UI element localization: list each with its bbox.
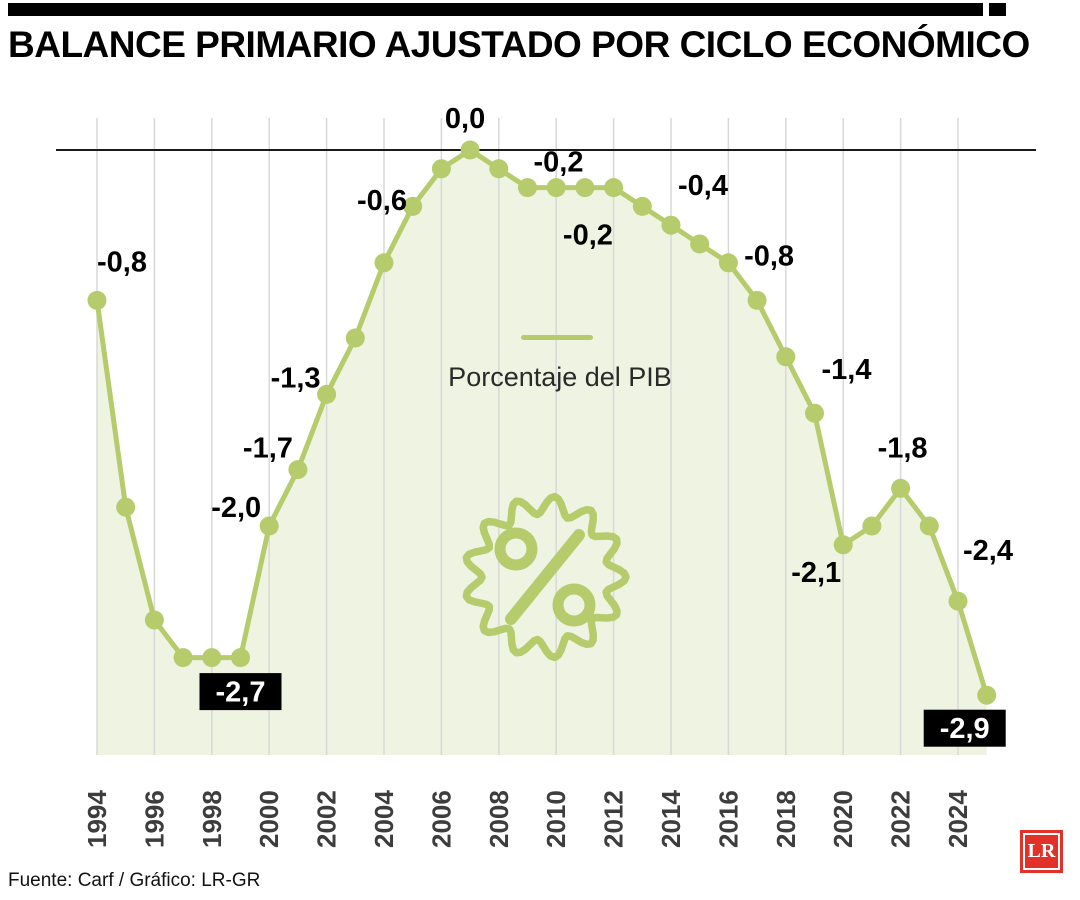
data-point (632, 196, 652, 216)
top-rule-end-square (989, 3, 1006, 16)
area-fill (97, 150, 987, 755)
data-label-boxed: -2,7 (216, 677, 266, 709)
lr-logo-text: LR (1023, 833, 1060, 870)
data-point (518, 178, 537, 198)
data-point (173, 648, 193, 668)
data-label: -0,8 (744, 240, 794, 272)
legend-line-swatch (521, 335, 593, 340)
data-point (661, 215, 681, 235)
legend-label: Porcentaje del PIB (448, 362, 672, 392)
data-label: -1,4 (822, 354, 872, 386)
percent-badge-icon (462, 492, 630, 662)
data-point (718, 253, 738, 273)
data-point (489, 159, 509, 179)
x-axis-tick-label: 2012 (599, 790, 629, 848)
x-axis-tick-label: 2022 (886, 790, 916, 848)
x-axis-tick-label: 1996 (139, 790, 169, 848)
data-point (891, 478, 911, 498)
data-point (345, 328, 365, 348)
x-axis-tick-label: 2000 (254, 790, 284, 848)
x-axis-tick-label: 2020 (828, 790, 858, 848)
data-label: -0,6 (357, 185, 407, 217)
data-point (747, 290, 767, 310)
data-point (317, 384, 337, 404)
data-label: -2,1 (791, 557, 841, 589)
x-axis-tick-label: 2016 (713, 790, 743, 848)
x-axis-tick-label: 2002 (312, 790, 342, 848)
data-label: -0,2 (534, 147, 584, 179)
x-axis-tick-label: 2024 (943, 790, 973, 848)
data-point (575, 178, 595, 198)
x-axis-tick-label: 2008 (484, 790, 514, 848)
data-label: -2,0 (211, 492, 261, 524)
data-point (919, 516, 939, 536)
source-credit: Fuente: Carf / Gráfico: LR-GR (8, 870, 261, 891)
lr-logo: LR (1020, 830, 1063, 873)
data-point (431, 159, 451, 179)
x-axis-tick-label: 2010 (541, 790, 571, 848)
data-point (202, 648, 222, 668)
data-point (948, 591, 968, 611)
data-point (374, 253, 394, 273)
x-axis-tick-label: 2006 (426, 790, 456, 848)
data-line (94, 147, 990, 698)
data-label: -1,8 (878, 432, 928, 464)
data-point (776, 347, 796, 367)
data-point (977, 685, 997, 705)
x-axis-tick-label: 2014 (656, 790, 686, 848)
data-point (604, 178, 624, 198)
data-label-boxed: -2,9 (940, 713, 990, 745)
data-point (690, 234, 710, 254)
data-label-box (199, 673, 282, 711)
data-point (460, 140, 480, 160)
data-point (259, 516, 279, 536)
data-point (862, 516, 882, 536)
data-point (403, 196, 423, 216)
data-point (546, 178, 566, 198)
x-axis-tick-label: 1998 (197, 790, 227, 848)
data-point (87, 290, 107, 310)
x-axis-tick-label: 1994 (82, 790, 112, 848)
data-point (144, 610, 164, 630)
data-point (231, 648, 250, 668)
data-label: -1,3 (271, 362, 321, 394)
data-label: 0,0 (445, 103, 485, 135)
data-label: -0,2 (563, 220, 613, 252)
data-label: -1,7 (243, 433, 293, 465)
x-axis-tick-label: 2004 (369, 790, 399, 848)
data-label: -0,4 (678, 170, 728, 202)
top-rule (8, 3, 983, 16)
data-label-box (923, 709, 1006, 747)
x-axis-tick-label: 2018 (771, 790, 801, 848)
data-point (116, 497, 136, 517)
data-point (288, 460, 308, 480)
data-label: -0,8 (97, 246, 147, 278)
chart-title: BALANCE PRIMARIO AJUSTADO POR CICLO ECON… (8, 24, 1030, 65)
data-point (833, 535, 853, 555)
data-point (805, 403, 824, 423)
data-label: -2,4 (963, 535, 1013, 567)
